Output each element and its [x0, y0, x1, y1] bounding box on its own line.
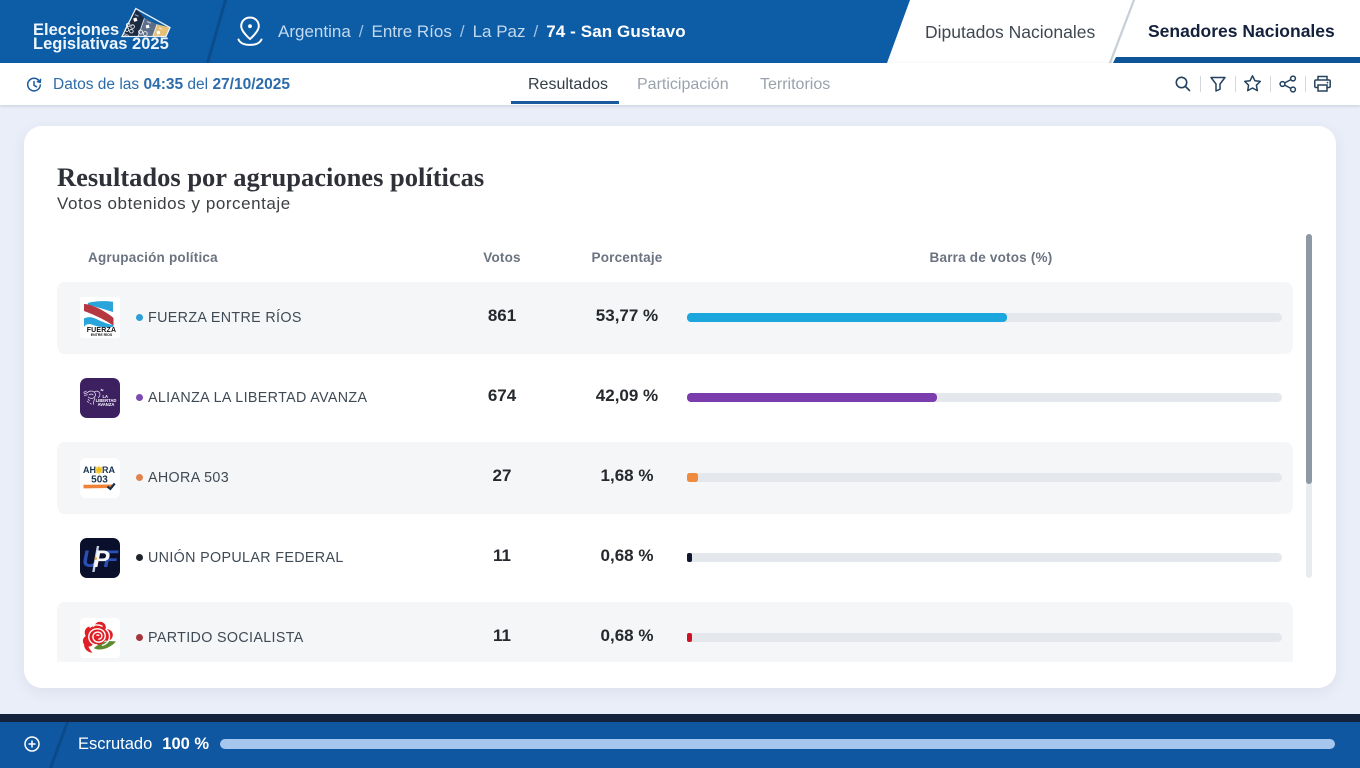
svg-text:RA: RA — [102, 465, 115, 475]
svg-text:FUERZA: FUERZA — [87, 327, 117, 334]
svg-text:LIBERTAD: LIBERTAD — [96, 398, 117, 403]
svg-text:ENTRE RÍOS: ENTRE RÍOS — [91, 332, 113, 337]
svg-text:AH: AH — [83, 465, 96, 475]
svg-text:LA: LA — [103, 394, 109, 399]
svg-text:F: F — [104, 546, 120, 573]
svg-text:503: 503 — [91, 475, 108, 486]
svg-text:P: P — [94, 546, 111, 573]
svg-text:AVANZA: AVANZA — [98, 402, 115, 407]
